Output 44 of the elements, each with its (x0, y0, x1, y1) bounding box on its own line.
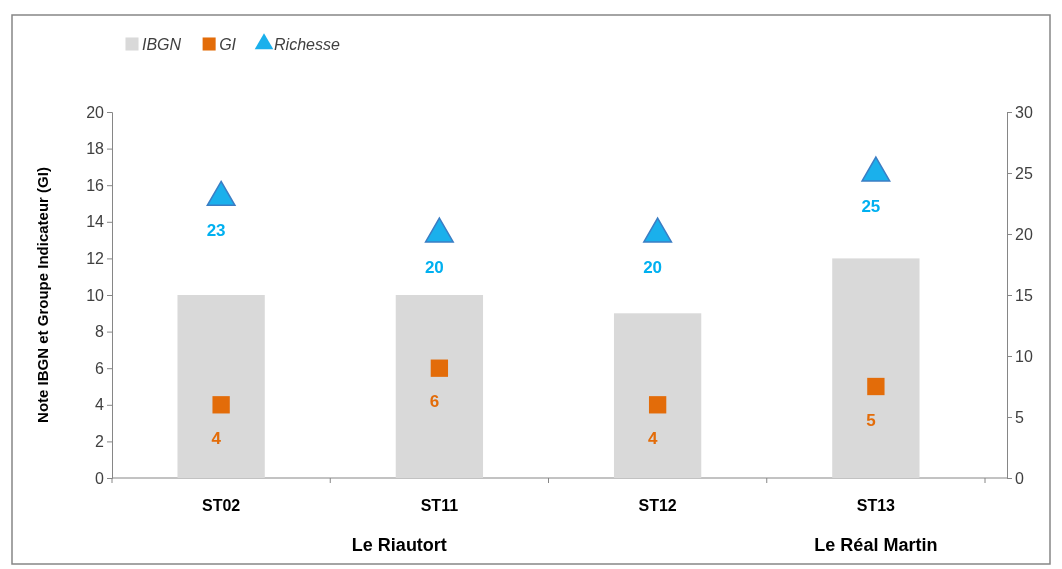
x-tick-label: ST13 (856, 497, 896, 514)
bar (613, 313, 702, 478)
x-tick-label: ST11 (420, 497, 459, 514)
y2-tick-label: 25 (1015, 164, 1033, 182)
y2-tick-label: 10 (1015, 347, 1033, 365)
legend-label: Richesse (274, 36, 340, 53)
data-label: 20 (643, 258, 663, 277)
y-axis-title: Note IBGN et Groupe Indicateur (GI) (34, 167, 51, 423)
y-tick-label: 0 (95, 469, 105, 487)
data-label: 6 (429, 392, 440, 412)
text: Le Riautort (351, 535, 447, 555)
x-tick-label: ST12 (638, 497, 677, 514)
legend-label: GI (219, 36, 237, 53)
data-label: 23 (206, 221, 226, 241)
x-tick-label: ST02 (202, 497, 241, 514)
y-tick-label: 16 (86, 176, 105, 194)
point (212, 396, 230, 414)
y-tick-label: 4 (95, 396, 105, 414)
y-tick-label: 14 (86, 213, 105, 231)
bar (395, 295, 484, 478)
data-label: 4 (211, 428, 222, 448)
y2-tick-label: 30 (1015, 103, 1033, 121)
data-label: 4 (647, 428, 658, 448)
y-tick-label: 20 (86, 103, 105, 121)
y-tick-label: 8 (95, 323, 105, 341)
point (648, 396, 667, 414)
y2-tick-label: 20 (1015, 225, 1033, 243)
data-label: 20 (424, 258, 444, 277)
data-label: 5 (866, 410, 876, 430)
y2-tick-label: 5 (1015, 408, 1024, 426)
bar (832, 258, 920, 478)
point (867, 377, 885, 396)
y-tick-label: 10 (86, 286, 105, 304)
bar (177, 295, 265, 478)
legend-label: IBGN (142, 36, 182, 53)
y-tick-label: 18 (86, 140, 105, 158)
y2-tick-label: 0 (1015, 469, 1024, 487)
y-tick-label: 12 (86, 250, 105, 268)
y-tick-label: 2 (95, 433, 105, 451)
data-label: 25 (861, 197, 881, 216)
text: Le Réal Martin (814, 535, 938, 555)
point (430, 359, 449, 377)
y-tick-label: 6 (95, 359, 105, 377)
y2-tick-label: 15 (1015, 286, 1033, 304)
